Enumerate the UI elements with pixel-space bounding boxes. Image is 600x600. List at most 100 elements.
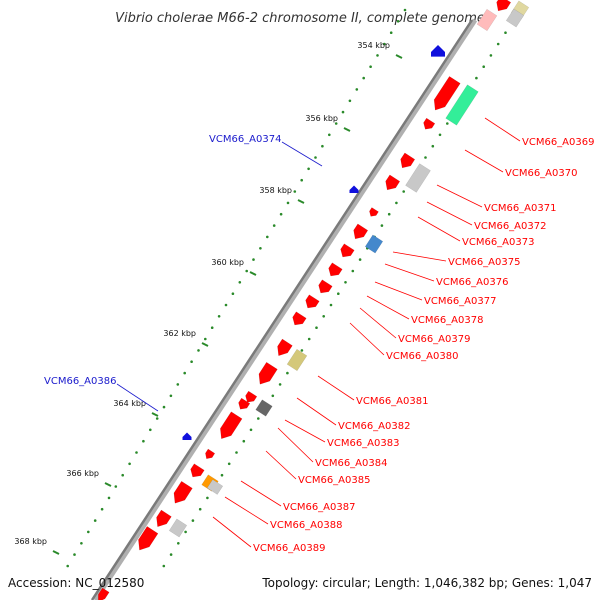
- tick-dot: [220, 473, 224, 477]
- tick-dot: [286, 371, 289, 375]
- tick-dot: [224, 303, 228, 307]
- gene-label: VCM66_A0381: [356, 396, 428, 407]
- tick-dot: [191, 519, 195, 522]
- tick-dot: [321, 144, 324, 148]
- leader-line: [240, 480, 282, 507]
- tick-dot: [362, 76, 366, 80]
- tick-dot: [242, 439, 246, 443]
- gene-arrow: [238, 397, 251, 410]
- gene-label: VCM66_A0378: [411, 315, 483, 326]
- tick-dot: [337, 292, 340, 296]
- tick-dot: [210, 326, 214, 330]
- gene-label: VCM66_A0379: [398, 334, 470, 345]
- gene-arrow: [277, 338, 293, 357]
- tick-dot: [135, 451, 138, 454]
- tick-dot: [383, 42, 386, 46]
- tick-dot: [169, 394, 173, 398]
- tick-dot: [184, 530, 187, 534]
- tick-dot: [271, 394, 275, 398]
- tick-dot: [387, 212, 391, 216]
- gene-label: VCM66_A0373: [462, 237, 534, 248]
- leader-line: [484, 117, 521, 142]
- gene-label: VCM66_A0380: [386, 351, 458, 362]
- tick-dot: [227, 462, 231, 466]
- tick-dot: [348, 99, 352, 103]
- tick-dot: [162, 564, 166, 568]
- leader-line: [349, 322, 385, 356]
- leader-line: [366, 295, 410, 320]
- gene-arrow: [190, 463, 205, 478]
- leader-line: [277, 427, 314, 463]
- tick-dot: [87, 530, 90, 534]
- gene-box: [206, 479, 224, 495]
- gene-arrow: [305, 294, 320, 309]
- tick-dot: [380, 224, 384, 227]
- label-leaders: [116, 117, 521, 548]
- tick-dot: [341, 110, 345, 114]
- tick-dot: [259, 247, 262, 250]
- tick-dot: [155, 417, 159, 420]
- gene-arrow: [156, 509, 172, 528]
- gene-label: VCM66_A0369: [522, 137, 594, 148]
- tick-dot: [315, 326, 318, 330]
- tick-dot: [329, 303, 333, 307]
- gene-label: VCM66_A0382: [338, 421, 410, 432]
- gene-label: VCM66_A0377: [424, 296, 496, 307]
- gene-arrow: [173, 480, 193, 504]
- gene-label: VCM66_A0372: [474, 221, 546, 232]
- leader-line: [224, 496, 269, 525]
- backbone-shadow: [92, 18, 478, 600]
- tick-dot: [496, 42, 500, 46]
- gene-arrow: [318, 279, 333, 294]
- gene-box: [364, 234, 384, 254]
- gene-label: VCM66_A0388: [270, 520, 342, 531]
- tick-dot: [403, 8, 407, 12]
- genome-summary-text: Topology: circular; Length: 1,046,382 bp…: [261, 576, 592, 590]
- leader-line: [426, 201, 473, 226]
- tick-labels: 354 kbp 356 kbp 358 kbp 360 kbp 362 kbp 364 k…: [14, 41, 403, 555]
- gene-arrow: [328, 262, 343, 277]
- tick-dot: [149, 428, 152, 432]
- gene-box: [445, 84, 479, 126]
- leader-line: [296, 397, 337, 426]
- tick-dot: [489, 54, 493, 57]
- gene-arrow: [205, 448, 216, 460]
- tick-dot: [278, 383, 282, 386]
- tick-dot: [504, 31, 507, 34]
- gene-label: VCM66_A0371: [484, 203, 556, 214]
- tick-dot: [314, 156, 317, 159]
- tick-dot: [431, 144, 435, 148]
- tick-dash: [151, 412, 159, 417]
- gene-arrow: [292, 311, 307, 326]
- tick-dot: [482, 65, 486, 68]
- tick-dot: [293, 190, 297, 193]
- tick-dot: [446, 122, 449, 125]
- tick-label: 360 kbp: [211, 258, 244, 267]
- tick-dot: [217, 315, 221, 318]
- gene-label: VCM66_A0389: [253, 543, 325, 554]
- leader-line: [374, 281, 423, 301]
- leader-line: [359, 307, 397, 339]
- tick-dot: [475, 76, 478, 80]
- reverse-gene-marker: [182, 432, 192, 440]
- tick-dash: [104, 482, 112, 487]
- gene-labels: VCM66_A0369 VCM66_A0370 VCM66_A0371 VCM66_A…: [44, 134, 594, 554]
- tick-dot: [66, 564, 69, 568]
- tick-label: 358 kbp: [259, 186, 292, 195]
- gene-arrow: [97, 587, 110, 600]
- tick-dot: [73, 553, 76, 556]
- gene-label: VCM66_A0386: [44, 376, 116, 387]
- gene-arrow: [245, 390, 258, 403]
- gene-label: VCM66_A0370: [505, 168, 577, 179]
- tick-dash: [297, 199, 305, 204]
- gene-arrow: [385, 174, 401, 191]
- tick-dot: [93, 519, 97, 522]
- gene-box: [286, 348, 308, 372]
- tick-dot: [307, 337, 311, 341]
- tick-label: 356 kbp: [305, 114, 338, 123]
- gene-box: [505, 8, 525, 28]
- tick-dot: [355, 88, 359, 91]
- leader-line: [284, 419, 326, 443]
- gene-arrow: [423, 117, 436, 130]
